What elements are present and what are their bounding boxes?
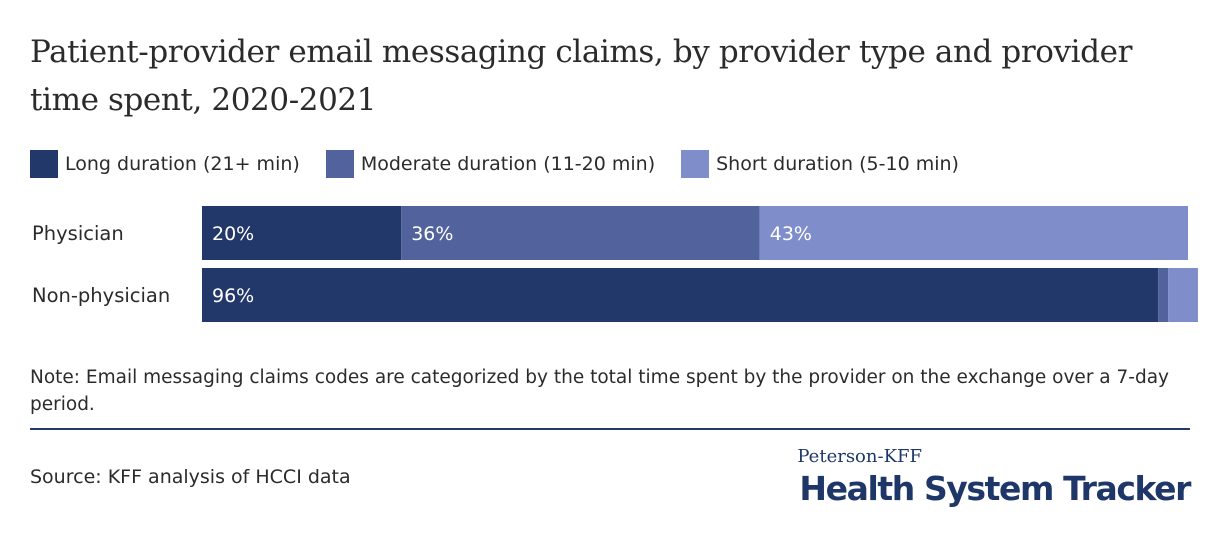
- legend-swatch-moderate: [325, 150, 354, 178]
- bar-non-physician-short: [1168, 268, 1198, 322]
- brand-logo-text: Health System Tracker: [799, 469, 1191, 508]
- legend-item-moderate: Moderate duration (11-20 min): [325, 150, 656, 178]
- footer-divider: [30, 428, 1190, 430]
- legend-label-long: Long duration (21+ min): [65, 153, 300, 175]
- chart-source: Source: KFF analysis of HCCI data: [30, 466, 351, 488]
- data-label-non-physician-long: 96%: [212, 285, 254, 307]
- bar-physician-moderate: [401, 206, 760, 260]
- legend-item-long: Long duration (21+ min): [30, 150, 300, 178]
- chart-note: Note: Email messaging claims codes are c…: [30, 367, 1169, 415]
- legend-item-short: Short duration (5-10 min): [681, 150, 959, 178]
- stacked-bar-chart: Physician 20% 36% 43% Non-physician 96%: [32, 206, 1198, 322]
- chart-title: Patient-provider email messaging claims,…: [30, 34, 1132, 118]
- chart-legend: Long duration (21+ min) Moderate duratio…: [30, 149, 985, 179]
- legend-label-short: Short duration (5-10 min): [716, 153, 959, 175]
- bar-physician-short: [759, 206, 1188, 260]
- category-label-non-physician: Non-physician: [32, 284, 170, 307]
- data-label-physician-short: 43%: [770, 223, 812, 245]
- category-label-physician: Physician: [32, 222, 124, 245]
- legend-swatch-short: [681, 150, 710, 178]
- legend-label-moderate: Moderate duration (11-20 min): [360, 153, 656, 175]
- bar-physician-long: [202, 206, 402, 260]
- bar-non-physician-moderate: [1158, 268, 1169, 322]
- brand-publisher: Peterson-KFF: [797, 446, 922, 467]
- data-label-physician-long: 20%: [212, 223, 254, 245]
- bar-non-physician-long: [202, 268, 1159, 322]
- data-label-physician-moderate: 36%: [411, 223, 453, 245]
- legend-swatch-long: [30, 150, 58, 178]
